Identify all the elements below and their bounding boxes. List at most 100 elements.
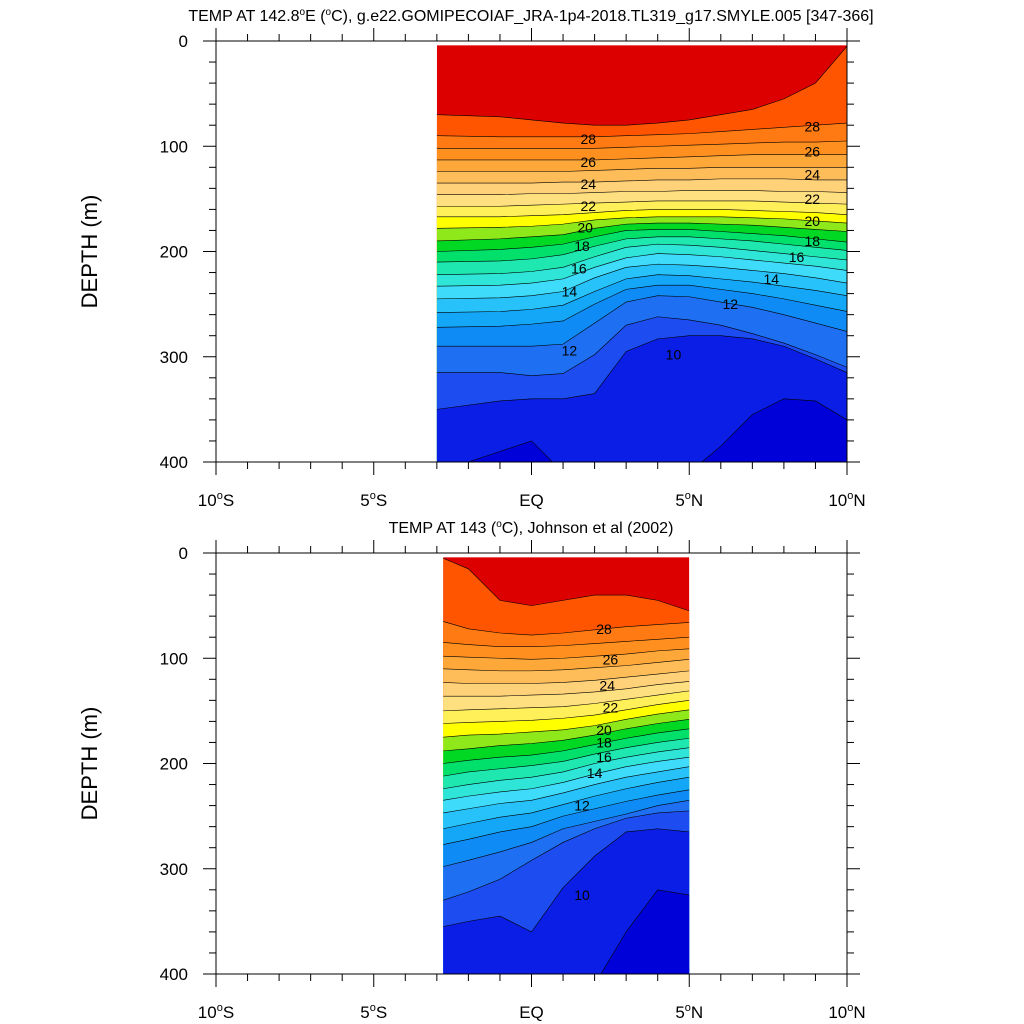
contour-line-18 [436, 229, 847, 252]
contour-line-20 [436, 216, 847, 229]
contour-label: 26 [805, 144, 821, 160]
x-tick-label: 5oN [675, 1002, 703, 1022]
x-axis: 10oS 5oS EQ 5oN 10oN [198, 540, 866, 1022]
contour-label: 10 [574, 887, 590, 903]
contour-line-13 [436, 274, 847, 313]
y-axis: 0 100 200 300 400 [160, 32, 860, 472]
contour-line-9 [443, 828, 690, 933]
contour-line-10 [436, 316, 847, 376]
contour-line-12 [436, 284, 847, 328]
y-tick-label: 100 [160, 137, 188, 156]
contour-label: 16 [571, 260, 587, 276]
x-tick-label: 5oS [360, 1002, 387, 1022]
contour-line-21 [443, 700, 690, 724]
contour-line-23 [443, 681, 690, 697]
y-tick-label: 300 [160, 860, 188, 879]
contour-label: 20 [596, 722, 612, 738]
contour-label: 10 [666, 347, 682, 363]
y-tick-label: 400 [160, 965, 188, 984]
contour-line-17 [436, 236, 847, 263]
chart-title: TEMP AT 143 (oC), Johnson et al (2002) [389, 519, 674, 537]
contour-label: 16 [789, 249, 805, 265]
contour-label: 18 [805, 233, 821, 249]
contour-line-16 [443, 747, 690, 790]
y-tick-label: 0 [179, 32, 188, 51]
contour-label: 14 [562, 283, 578, 299]
contour-label: 12 [574, 798, 590, 814]
contour-label: 26 [581, 154, 597, 170]
contour-line-28 [443, 621, 690, 636]
contour-line-24 [436, 178, 847, 184]
contour-line-27 [443, 636, 690, 647]
chart-title: TEMP AT 142.8oE (oC), g.e22.GOMIPECOIAF_… [188, 7, 873, 25]
contour-line-22 [443, 690, 690, 712]
contour-label: 26 [603, 651, 619, 667]
x-tick-label: 10oS [198, 490, 234, 510]
contour-line-24 [443, 670, 690, 684]
contour-fills [436, 45, 847, 463]
contour-label: 28 [596, 621, 612, 637]
x-tick-label: 5oN [675, 490, 703, 510]
y-tick-label: 200 [160, 755, 188, 774]
y-axis: 0 100 200 300 400 [160, 544, 860, 984]
contour-label: 20 [577, 219, 593, 235]
contour-line-18 [443, 728, 690, 764]
contour-label: 24 [581, 176, 597, 192]
band-fill-below-8 [600, 889, 690, 975]
contour-label: 22 [581, 198, 597, 214]
contour-line-25 [436, 167, 847, 172]
contour-label: 20 [805, 213, 821, 229]
contour-line-11 [436, 295, 847, 347]
contour-line-23 [436, 190, 847, 195]
contour-line-8 [467, 398, 847, 463]
y-tick-label: 400 [160, 453, 188, 472]
contour-label: 14 [763, 271, 779, 287]
contour-line-28 [436, 122, 847, 138]
contour-line-9 [436, 335, 847, 410]
contour-label: 28 [581, 131, 597, 147]
contour-label: 22 [603, 700, 619, 716]
x-tick-label: 10oN [828, 490, 865, 510]
contour-line-26 [436, 154, 847, 161]
contour-line-12 [443, 789, 690, 845]
x-tick-label: 5oS [360, 490, 387, 510]
contour-line-11 [443, 800, 690, 867]
contour-line-10 [443, 810, 690, 901]
contour-line-15 [436, 253, 847, 287]
contour-line-15 [443, 756, 690, 801]
y-tick-label: 300 [160, 348, 188, 367]
y-axis-title: DEPTH (m) [77, 195, 102, 309]
x-axis: 10oS 5oS EQ 5oN 10oN [198, 28, 866, 510]
contour-line-27 [436, 140, 847, 149]
contour-label: 16 [596, 749, 612, 765]
contour-label: 12 [562, 342, 578, 358]
contour-line-19 [443, 718, 690, 752]
contour-line-29 [443, 557, 690, 612]
contour-line-25 [443, 659, 690, 672]
contour-label: 28 [805, 118, 821, 134]
contour-fills [443, 557, 690, 975]
contour-label: 22 [805, 191, 821, 207]
contour-line-8 [600, 889, 690, 975]
y-tick-label: 100 [160, 649, 188, 668]
contour-line-19 [436, 222, 847, 242]
y-axis-title: DEPTH (m) [77, 707, 102, 821]
contour-line-16 [436, 243, 847, 275]
contour-line-13 [443, 776, 690, 830]
contour-label: 18 [574, 238, 590, 254]
contour-label: 12 [722, 296, 738, 312]
contour-line-20 [443, 709, 690, 738]
contour-line-14 [443, 766, 690, 814]
contour-line-17 [443, 737, 690, 777]
contour-line-29 [436, 46, 847, 126]
contour-line-14 [436, 263, 847, 300]
contour-label: 14 [587, 765, 603, 781]
y-tick-label: 200 [160, 243, 188, 262]
x-tick-label: 10oN [828, 1002, 865, 1022]
x-tick-label: EQ [519, 491, 544, 510]
contour-label: 24 [599, 678, 615, 694]
contour-line-26 [443, 648, 690, 660]
contour-label: 24 [805, 167, 821, 183]
